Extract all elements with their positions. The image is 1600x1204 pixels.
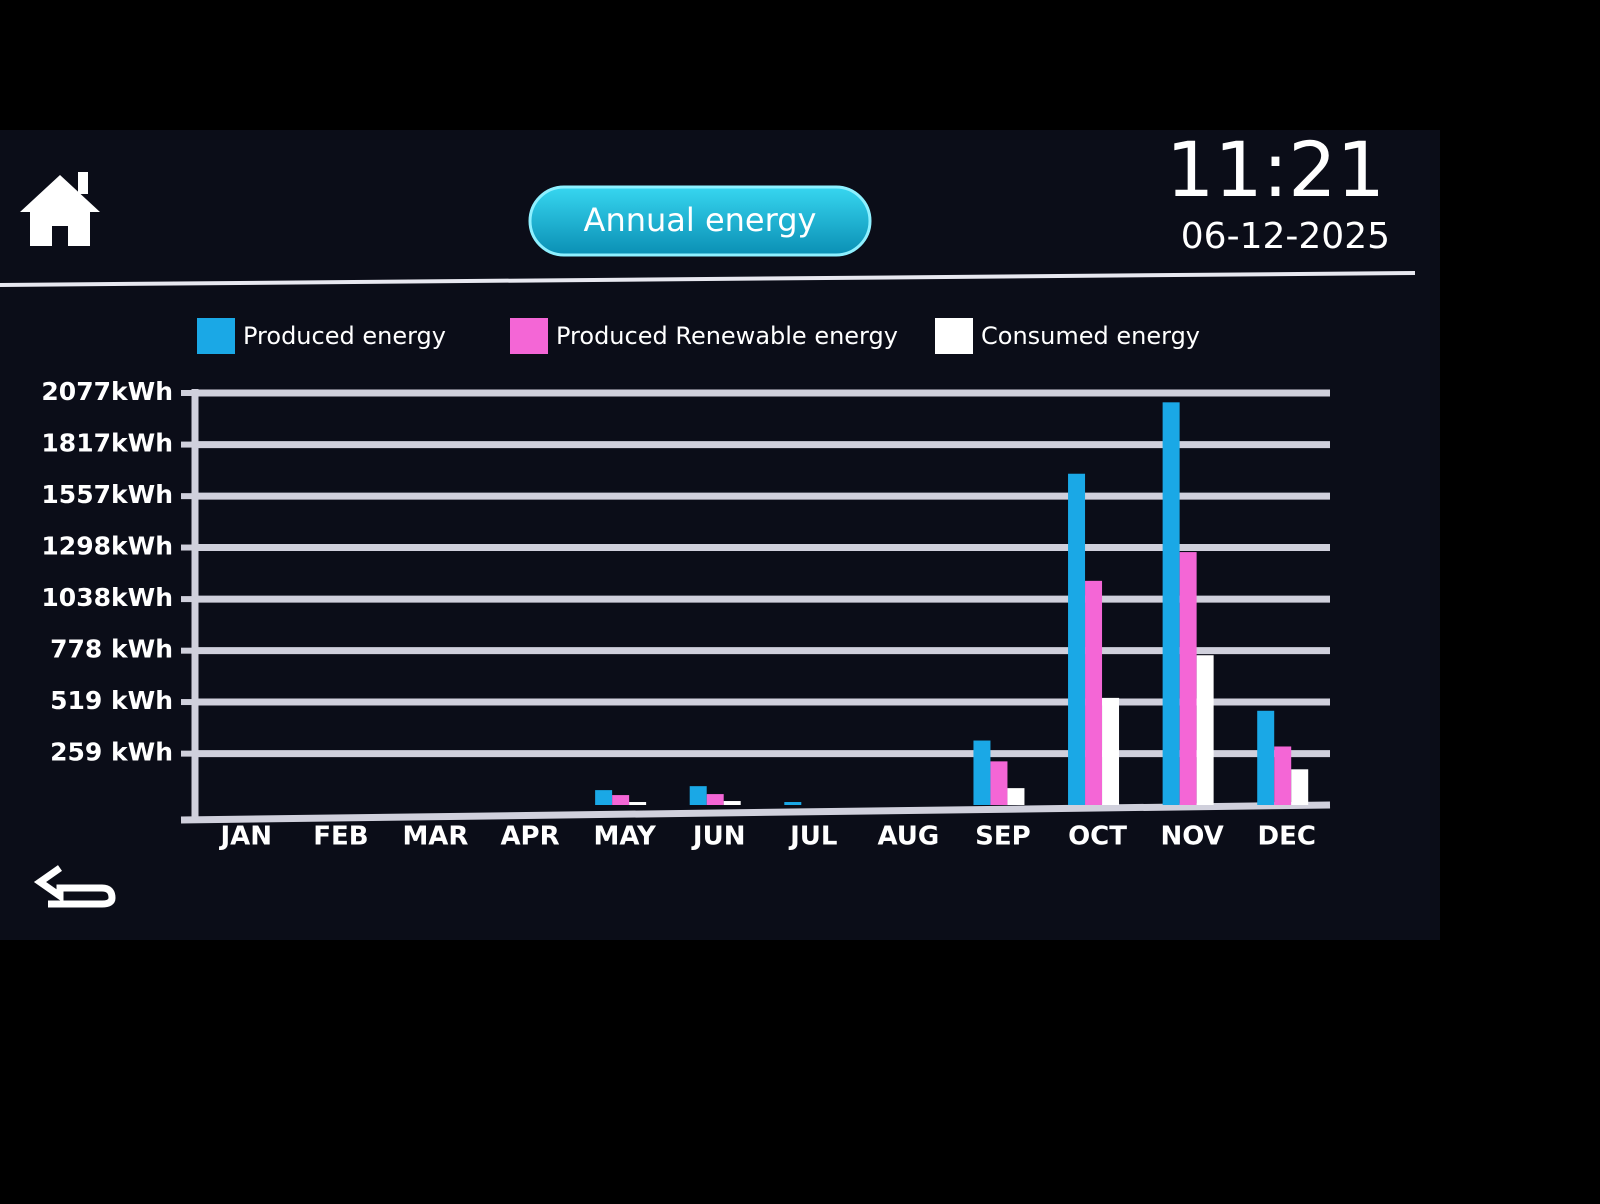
y-tick-label: 519 kWh — [50, 686, 173, 715]
x-tick-label: AUG — [877, 822, 939, 852]
bar — [1257, 710, 1275, 805]
bar — [784, 802, 802, 805]
x-tick-label: JUN — [691, 822, 746, 852]
title-button[interactable]: Annual energy — [528, 185, 872, 257]
bar — [1068, 473, 1086, 805]
home-chimney — [78, 172, 88, 194]
bar — [706, 794, 724, 805]
legend-label: Produced energy — [243, 322, 446, 350]
x-tick-label: FEB — [313, 822, 368, 852]
bar — [1007, 788, 1025, 805]
home-button[interactable] — [20, 172, 100, 246]
legend-label: Consumed energy — [981, 322, 1200, 350]
y-tick-label: 1817kWh — [41, 429, 173, 458]
legend-label: Produced Renewable energy — [556, 322, 898, 350]
x-axis — [180, 801, 1331, 824]
home-icon — [20, 175, 100, 246]
x-tick-label: MAY — [593, 822, 657, 852]
bar — [612, 795, 630, 805]
bar — [723, 801, 741, 805]
x-tick-label: APR — [500, 822, 559, 852]
bar — [629, 802, 647, 805]
bar — [1085, 580, 1103, 805]
bar — [1179, 552, 1197, 805]
y-tick-label: 259 kWh — [50, 738, 173, 767]
header-divider — [0, 271, 1416, 287]
x-tick-label: MAR — [402, 822, 468, 852]
x-tick-label: JUL — [788, 822, 837, 852]
y-tick-label: 1557kWh — [41, 480, 173, 509]
bar — [1162, 402, 1180, 805]
chart: Produced energy Produced Renewable energy… — [41, 318, 1331, 852]
title-pill — [528, 185, 872, 257]
x-tick-label: OCT — [1068, 822, 1127, 852]
bar — [1274, 746, 1292, 805]
back-icon — [33, 865, 116, 908]
bar — [1291, 769, 1309, 805]
x-tick-label: SEP — [975, 822, 1031, 852]
screen-title: Annual energy — [584, 201, 817, 239]
y-tick-label: 2077kWh — [41, 377, 173, 406]
bar — [595, 790, 613, 805]
y-tick-label: 1298kWh — [41, 532, 173, 561]
x-tick-label: DEC — [1257, 822, 1315, 852]
x-tick-label: JAN — [219, 822, 273, 852]
y-tick-label: 1038kWh — [41, 583, 173, 612]
bar — [1196, 655, 1214, 805]
legend-swatch — [197, 318, 235, 354]
bar — [1102, 697, 1120, 805]
clock-date: 06-12-2025 — [1181, 216, 1390, 257]
bar — [973, 740, 991, 805]
bar — [689, 786, 707, 805]
legend-swatch — [510, 318, 548, 354]
bar — [990, 761, 1008, 805]
x-tick-label: NOV — [1160, 822, 1223, 852]
back-button[interactable] — [33, 865, 116, 908]
y-tick-label: 778 kWh — [50, 635, 173, 664]
clock-time: 11:21 — [1166, 125, 1385, 214]
legend-swatch — [935, 318, 973, 354]
